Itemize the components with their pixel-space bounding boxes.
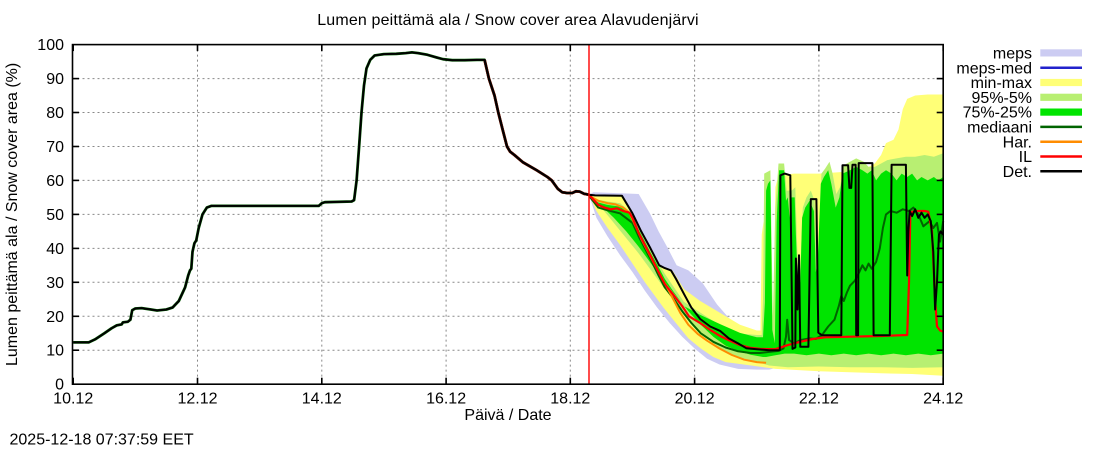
svg-text:0: 0 <box>55 377 64 394</box>
svg-text:14.12: 14.12 <box>302 391 342 408</box>
svg-text:20.12: 20.12 <box>675 391 715 408</box>
svg-text:12.12: 12.12 <box>177 391 217 408</box>
svg-text:Päivä / Date: Päivä / Date <box>464 407 551 424</box>
svg-text:18.12: 18.12 <box>550 391 590 408</box>
svg-text:75%-25%: 75%-25% <box>963 105 1032 122</box>
svg-text:100: 100 <box>37 37 64 54</box>
svg-text:10.12: 10.12 <box>53 391 93 408</box>
svg-text:Det.: Det. <box>1003 164 1032 181</box>
svg-text:95%-5%: 95%-5% <box>972 90 1032 107</box>
svg-text:Har.: Har. <box>1003 134 1032 151</box>
svg-text:Lumen peittämä ala / Snow cove: Lumen peittämä ala / Snow cover area (%) <box>4 63 21 366</box>
svg-text:70: 70 <box>46 139 64 156</box>
svg-text:30: 30 <box>46 275 64 292</box>
svg-text:2025-12-18 07:37:59 EET: 2025-12-18 07:37:59 EET <box>10 432 194 449</box>
svg-text:min-max: min-max <box>971 75 1032 92</box>
svg-text:90: 90 <box>46 71 64 88</box>
svg-text:80: 80 <box>46 105 64 122</box>
svg-text:Lumen peittämä ala / Snow cove: Lumen peittämä ala / Snow cover area Ala… <box>317 12 699 29</box>
svg-text:40: 40 <box>46 241 64 258</box>
svg-text:50: 50 <box>46 207 64 224</box>
svg-text:meps: meps <box>993 46 1032 63</box>
svg-text:24.12: 24.12 <box>923 391 963 408</box>
svg-text:10: 10 <box>46 343 64 360</box>
svg-text:16.12: 16.12 <box>426 391 466 408</box>
svg-text:20: 20 <box>46 309 64 326</box>
svg-text:IL: IL <box>1019 149 1032 166</box>
svg-text:mediaani: mediaani <box>967 120 1032 137</box>
svg-text:60: 60 <box>46 173 64 190</box>
svg-text:meps-med: meps-med <box>956 60 1032 77</box>
svg-text:22.12: 22.12 <box>799 391 839 408</box>
